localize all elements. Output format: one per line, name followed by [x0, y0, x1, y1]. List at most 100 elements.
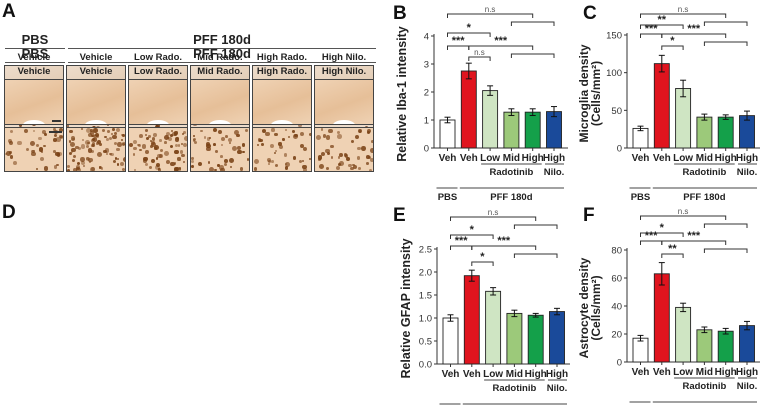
column-label: Vehicle [79, 66, 113, 77]
x-tick-label: Veh [653, 367, 671, 378]
bar-0 [632, 337, 649, 363]
panel-letter-b: B [393, 3, 407, 24]
group-label-radotinib: Radotinib [682, 167, 726, 178]
header-pbs: PBS [21, 32, 49, 47]
micrograph-high-mag [4, 127, 64, 172]
bar-4 [717, 116, 734, 149]
bar-1 [463, 275, 480, 365]
significance-label: n.s [488, 208, 499, 217]
y-tick-label: 2.0 [419, 268, 432, 279]
group-label-nilo: Nilo. [547, 383, 568, 394]
micrograph-low-mag [190, 79, 250, 125]
group-label-radotinib: Radotinib [682, 381, 726, 392]
y-tick-label: 1 [424, 116, 429, 127]
bar-2 [485, 290, 502, 365]
x-tick-label: Mid [696, 367, 713, 378]
chart-microglia-density: 0 50 100 150 Microglia density(Cells/mm²) Veh… [577, 5, 760, 200]
y-tick-label: 20 [611, 330, 622, 341]
column-label: High Nilo. [321, 66, 367, 77]
group-label-pff: PFF 180d [683, 192, 725, 200]
significance-label: *** [687, 230, 701, 242]
divider [68, 62, 376, 63]
x-tick-label: High [736, 367, 758, 378]
significance-label: ** [658, 14, 667, 26]
x-tick-label: Low [673, 367, 693, 378]
significance-bracket [661, 240, 727, 245]
group-bracket-mid-nilo [510, 21, 555, 26]
significance-bracket [450, 234, 494, 239]
column-label: Vehicle [17, 52, 51, 63]
chart-astrocyte-density: 0 20 40 60 80 Astrocyte density(Cells/mm²) Veh… [577, 207, 760, 403]
x-tick-label: High [736, 153, 758, 164]
y-axis-label: Microglia density [577, 44, 591, 142]
significance-label: *** [455, 235, 469, 247]
x-tick-label: High [543, 153, 565, 164]
bar-3 [503, 111, 520, 149]
significance-bracket [640, 215, 727, 220]
y-tick-label: 0.0 [419, 360, 432, 371]
group-bracket-mid-nilo [513, 224, 558, 229]
micrograph-low-mag [128, 79, 188, 125]
bar-2 [675, 88, 692, 149]
y-tick-label: 0 [617, 358, 622, 369]
significance-bracket [471, 245, 537, 250]
x-tick-label: Veh [439, 153, 457, 164]
x-tick-label: High [715, 153, 737, 164]
significance-label: *** [687, 23, 701, 35]
y-tick-label: 150 [606, 31, 622, 42]
bar-2 [675, 306, 692, 363]
column-label: Mid Rado. [197, 52, 243, 63]
x-tick-label: Mid [503, 153, 520, 164]
x-tick-label: High [715, 367, 737, 378]
significance-bracket [640, 24, 684, 29]
y-tick-label: 2.5 [419, 245, 432, 256]
significance-label: * [467, 22, 472, 34]
group-label-pbs: PBS [631, 192, 651, 200]
panel-letter-c: C [583, 3, 597, 24]
micrograph-high-mag [66, 127, 126, 172]
y-tick-label: 0.5 [419, 337, 432, 348]
bar-0 [439, 119, 456, 149]
bar-2 [482, 90, 499, 149]
y-axis-label: Relative GFAP intensity [399, 238, 413, 378]
group-bracket-mid-nilo [703, 248, 748, 253]
significance-label: n.s [678, 5, 689, 14]
divider [5, 62, 65, 63]
x-tick-label: Low [480, 153, 500, 164]
y-axis-label: Astrocyte density [577, 257, 591, 358]
chart-gfap-intensity: 0.0 0.5 1.0 1.5 2.0 2.5 Relative GFAP intensit… [399, 208, 570, 405]
header-pff-180d: PFF 180d [193, 32, 251, 47]
group-bracket-mid-nilo [703, 21, 748, 26]
significance-label: *** [494, 35, 508, 47]
x-tick-label: Mid [506, 369, 523, 380]
scale-bar [49, 131, 62, 133]
bar-5 [549, 311, 565, 365]
panel-letter-a: A [2, 1, 16, 22]
header-pff-180d: PFF 180d [193, 46, 251, 61]
x-tick-label: High [546, 369, 568, 380]
divider [5, 48, 65, 49]
significance-bracket [661, 253, 684, 258]
y-tick-label: 100 [606, 68, 622, 79]
x-tick-label: Low [483, 369, 503, 380]
y-tick-label: 50 [611, 106, 622, 117]
significance-label: n.s [678, 207, 689, 216]
y-axis-label: (Cells/mm²) [589, 275, 603, 340]
y-tick-label: 80 [611, 246, 622, 257]
significance-bracket [468, 56, 491, 61]
micrograph-high-mag [252, 127, 312, 172]
group-label-nilo: Nilo. [544, 167, 565, 178]
significance-bracket [640, 13, 727, 18]
significance-label: ** [668, 243, 677, 255]
y-tick-label: 1.5 [419, 291, 432, 302]
micrograph-low-mag [4, 79, 64, 125]
divider [68, 48, 376, 49]
panel-letter-e: E [393, 205, 406, 226]
y-tick-label: 2 [424, 88, 429, 99]
column-label: High Rado. [256, 66, 308, 77]
bar-3 [506, 312, 523, 365]
group-label-nilo: Nilo. [737, 167, 758, 178]
micrograph-panel-gfap: PBS PFF 180d Vehicle Vehicle Low Rado. Mid Ra… [0, 14, 380, 174]
column-label: High Nilo. [321, 52, 367, 63]
